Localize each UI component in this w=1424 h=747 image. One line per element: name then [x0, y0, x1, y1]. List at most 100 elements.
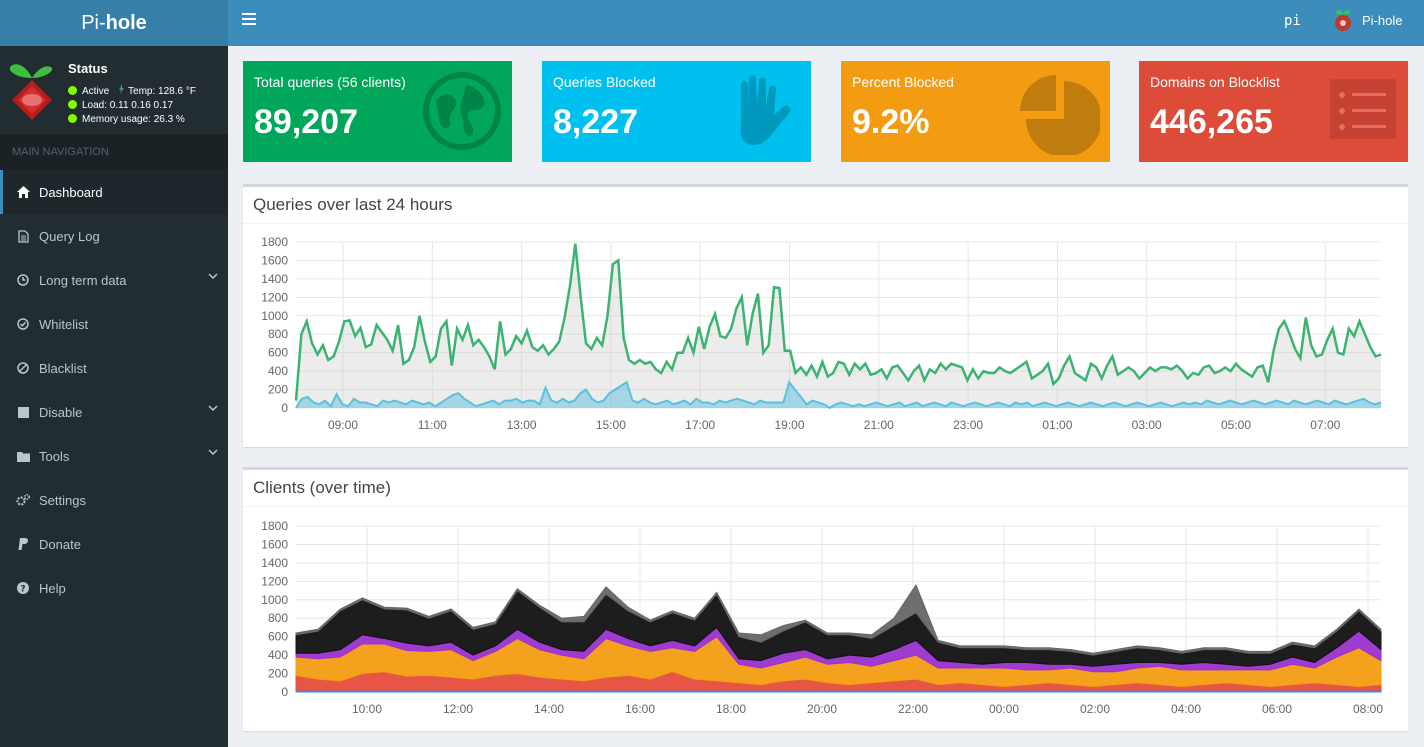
series-area — [295, 583, 1382, 656]
sidebar-item-label: Dashboard — [39, 184, 103, 200]
sidebar-item-help[interactable]: ? Help — [0, 566, 228, 610]
status-title: Status — [68, 61, 108, 76]
sidebar-item-tools[interactable]: Tools — [0, 434, 228, 478]
hand-icon — [740, 75, 791, 145]
sidebar-item-donate[interactable]: Donate — [0, 522, 228, 566]
sidebar: Status Active Temp: 128.6 °F Load: 0.11 … — [0, 46, 228, 747]
status-memory: Memory usage: 26.3 % — [82, 114, 185, 125]
y-tick-label: 1400 — [261, 556, 288, 570]
y-tick-label: 1000 — [261, 309, 288, 323]
series-line — [294, 243, 1382, 401]
queries-chart[interactable]: 1800 1600 1400 1200 1000 800 600 400 200 0 09:00 11… — [243, 224, 1408, 446]
sidebar-item-label: Tools — [39, 448, 70, 464]
x-tick-label: 21:00 — [864, 418, 894, 432]
stat-label: Queries Blocked — [553, 74, 656, 90]
clock-icon — [16, 273, 30, 287]
list-icon — [1330, 79, 1396, 139]
series-area — [296, 243, 1381, 408]
y-tick-label: 0 — [281, 685, 288, 699]
x-tick-label: 07:00 — [1310, 418, 1340, 432]
x-tick-label: 08:00 — [1353, 702, 1383, 716]
sidebar-item-blacklist[interactable]: Blacklist — [0, 346, 228, 390]
y-tick-label: 600 — [268, 630, 288, 644]
gears-icon — [16, 493, 30, 507]
y-tick-label: 1200 — [261, 574, 288, 588]
sidebar-item-disable[interactable]: Disable — [0, 390, 228, 434]
top-navbar: pi Pi-hole — [228, 0, 1424, 46]
status-lines: Active Temp: 128.6 °F Load: 0.11 0.16 0.… — [68, 84, 196, 127]
x-tick-label: 12:00 — [443, 702, 473, 716]
sidebar-item-long-term-data[interactable]: Long term data — [0, 258, 228, 302]
y-tick-label: 600 — [268, 346, 288, 360]
sidebar-item-label: Blacklist — [39, 360, 87, 376]
question-circle-icon: ? — [16, 581, 30, 595]
sidebar-item-whitelist[interactable]: Whitelist — [0, 302, 228, 346]
pihole-logo-icon — [9, 64, 53, 120]
pie-chart-icon — [1020, 75, 1100, 155]
status-load: Load: 0.11 0.16 0.17 — [82, 100, 174, 111]
x-tick-label: 10:00 — [352, 702, 382, 716]
paypal-icon — [16, 537, 30, 551]
clients-panel: Clients (over time) 1800 1600 1400 1200 1000… — [243, 467, 1408, 731]
y-tick-label: 0 — [281, 401, 288, 415]
x-tick-label: 02:00 — [1080, 702, 1110, 716]
status-panel: Status Active Temp: 128.6 °F Load: 0.11 … — [0, 46, 228, 134]
series-area — [296, 382, 1381, 408]
sidebar-item-label: Query Log — [39, 228, 100, 244]
stat-queries-blocked[interactable]: Queries Blocked 8,227 — [542, 61, 811, 162]
chevron-down-icon — [208, 449, 218, 455]
y-tick-label: 800 — [268, 327, 288, 341]
stat-domains-on-blocklist[interactable]: Domains on Blocklist 446,265 — [1139, 61, 1408, 162]
x-tick-label: 18:00 — [716, 702, 746, 716]
y-tick-label: 400 — [268, 648, 288, 662]
file-icon — [16, 229, 30, 243]
stat-total-queries[interactable]: Total queries (56 clients) 89,207 — [243, 61, 512, 162]
brand-logo[interactable]: Pi-hole — [0, 0, 228, 46]
stat-value: 89,207 — [254, 103, 358, 141]
queries-panel-title: Queries over last 24 hours — [243, 187, 1408, 224]
y-tick-label: 1600 — [261, 537, 288, 551]
clients-chart[interactable]: 1800 1600 1400 1200 1000 800 600 400 200 0 10:00 12… — [243, 507, 1408, 730]
y-tick-label: 1200 — [261, 290, 288, 304]
x-tick-label: 20:00 — [807, 702, 837, 716]
hostname: pi — [1284, 13, 1301, 29]
sidebar-item-query-log[interactable]: Query Log — [0, 214, 228, 258]
y-tick-label: 400 — [268, 364, 288, 378]
y-tick-label: 800 — [268, 611, 288, 625]
sidebar-item-settings[interactable]: Settings — [0, 478, 228, 522]
y-tick-label: 1600 — [261, 253, 288, 267]
status-active: Active — [82, 86, 110, 97]
sidebar-toggle-icon[interactable] — [242, 13, 256, 27]
x-tick-label: 09:00 — [328, 418, 358, 432]
clients-panel-title: Clients (over time) — [243, 470, 1408, 507]
chevron-down-icon — [208, 405, 218, 411]
thermometer-icon — [119, 84, 125, 94]
y-tick-label: 1800 — [261, 519, 288, 533]
x-tick-label: 22:00 — [898, 702, 928, 716]
stat-percent-blocked[interactable]: Percent Blocked 9.2% — [841, 61, 1110, 162]
folder-icon — [16, 449, 30, 463]
user-menu[interactable]: Pi-hole — [1332, 8, 1402, 32]
y-tick-label: 1000 — [261, 593, 288, 607]
x-tick-label: 04:00 — [1171, 702, 1201, 716]
x-tick-label: 00:00 — [989, 702, 1019, 716]
sidebar-item-label: Whitelist — [39, 316, 89, 332]
x-tick-label: 14:00 — [534, 702, 564, 716]
y-tick-label: 1800 — [261, 235, 288, 249]
globe-icon — [423, 72, 501, 150]
x-tick-label: 13:00 — [507, 418, 537, 432]
sidebar-item-label: Disable — [39, 404, 83, 420]
stat-label: Domains on Blocklist — [1150, 74, 1280, 90]
chevron-down-icon — [208, 273, 218, 279]
check-circle-icon — [16, 317, 30, 331]
stat-value: 446,265 — [1150, 103, 1273, 141]
sidebar-item-label: Donate — [39, 536, 81, 552]
memory-dot-icon — [68, 114, 77, 123]
sidebar-item-dashboard[interactable]: Dashboard — [0, 170, 228, 214]
load-dot-icon — [68, 100, 77, 109]
x-tick-label: 03:00 — [1132, 418, 1162, 432]
stat-value: 8,227 — [553, 103, 639, 141]
home-icon — [16, 185, 30, 199]
x-tick-label: 05:00 — [1221, 418, 1251, 432]
ban-icon — [16, 361, 30, 375]
